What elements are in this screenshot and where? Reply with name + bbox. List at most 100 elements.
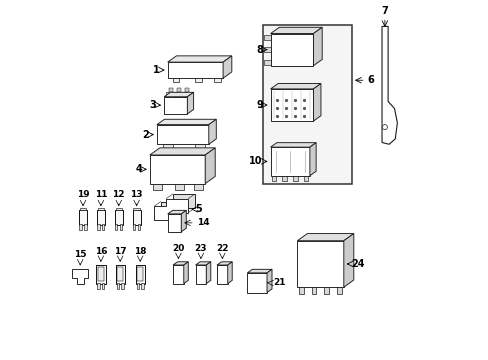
- Text: 2: 2: [142, 130, 149, 140]
- Text: 20: 20: [172, 244, 184, 253]
- Bar: [302, 244, 327, 282]
- Bar: [102, 224, 104, 230]
- Bar: [263, 24, 351, 184]
- Bar: [80, 208, 86, 210]
- Bar: [96, 265, 105, 284]
- Text: 6: 6: [366, 75, 373, 85]
- Bar: [330, 244, 345, 282]
- Bar: [79, 210, 87, 225]
- Bar: [336, 287, 341, 294]
- Bar: [121, 283, 123, 289]
- Bar: [250, 285, 255, 290]
- Bar: [311, 287, 316, 294]
- Text: 14: 14: [196, 219, 209, 228]
- Bar: [97, 283, 100, 289]
- Text: 10: 10: [248, 157, 262, 166]
- Polygon shape: [173, 265, 183, 284]
- Bar: [165, 92, 169, 97]
- Polygon shape: [187, 92, 193, 114]
- Bar: [303, 175, 308, 181]
- Polygon shape: [208, 119, 216, 144]
- Bar: [264, 35, 271, 40]
- Bar: [153, 157, 201, 180]
- Bar: [136, 283, 139, 289]
- Text: 16: 16: [95, 247, 107, 256]
- Polygon shape: [183, 262, 188, 284]
- Bar: [258, 285, 263, 290]
- Text: 19: 19: [77, 190, 89, 199]
- Bar: [163, 144, 173, 150]
- Bar: [74, 271, 86, 276]
- Bar: [116, 283, 119, 289]
- Polygon shape: [247, 269, 271, 273]
- Polygon shape: [297, 234, 353, 241]
- Text: 1: 1: [153, 65, 160, 75]
- Bar: [169, 161, 191, 180]
- Bar: [177, 87, 180, 92]
- Bar: [250, 278, 255, 283]
- Polygon shape: [167, 56, 231, 62]
- Bar: [214, 77, 220, 82]
- Polygon shape: [217, 262, 232, 265]
- Bar: [264, 48, 271, 52]
- Polygon shape: [161, 194, 194, 216]
- Polygon shape: [297, 241, 343, 287]
- Polygon shape: [266, 269, 271, 293]
- Bar: [120, 224, 122, 230]
- Text: 23: 23: [194, 244, 207, 253]
- Bar: [264, 60, 271, 64]
- Bar: [324, 287, 328, 294]
- Bar: [137, 267, 143, 282]
- Bar: [84, 224, 86, 230]
- Bar: [135, 265, 144, 284]
- Text: 12: 12: [112, 190, 125, 199]
- Polygon shape: [270, 89, 313, 121]
- Bar: [185, 87, 188, 92]
- Bar: [170, 127, 175, 141]
- Bar: [179, 127, 185, 141]
- Text: 9: 9: [256, 100, 263, 110]
- Bar: [97, 210, 104, 225]
- Polygon shape: [270, 147, 309, 176]
- Polygon shape: [173, 262, 188, 265]
- Bar: [194, 183, 203, 190]
- Polygon shape: [195, 265, 206, 284]
- Polygon shape: [206, 262, 210, 284]
- Bar: [173, 77, 179, 82]
- Text: 18: 18: [134, 247, 146, 256]
- Bar: [115, 208, 122, 210]
- Text: 24: 24: [350, 259, 364, 269]
- Text: 17: 17: [114, 247, 126, 256]
- Bar: [138, 224, 140, 230]
- Text: 5: 5: [195, 204, 202, 214]
- Text: 21: 21: [272, 278, 285, 287]
- Text: 15: 15: [74, 250, 86, 259]
- Bar: [182, 92, 185, 97]
- Polygon shape: [313, 27, 322, 66]
- Text: 3: 3: [149, 100, 156, 110]
- Polygon shape: [167, 62, 223, 78]
- Bar: [133, 208, 140, 210]
- Polygon shape: [164, 97, 187, 114]
- Bar: [169, 87, 172, 92]
- Polygon shape: [205, 148, 215, 184]
- Polygon shape: [227, 262, 232, 284]
- Bar: [80, 224, 81, 230]
- Bar: [195, 144, 205, 150]
- Polygon shape: [247, 273, 266, 293]
- Polygon shape: [72, 269, 88, 284]
- Text: 11: 11: [95, 190, 107, 199]
- Bar: [117, 267, 123, 282]
- Polygon shape: [217, 265, 227, 284]
- Polygon shape: [167, 210, 186, 214]
- Bar: [189, 127, 195, 141]
- Polygon shape: [157, 125, 208, 144]
- Text: 7: 7: [381, 6, 387, 16]
- Polygon shape: [270, 33, 313, 66]
- Bar: [153, 183, 162, 190]
- Bar: [98, 267, 104, 282]
- Bar: [115, 224, 117, 230]
- Bar: [115, 265, 124, 284]
- Polygon shape: [149, 155, 205, 184]
- Bar: [102, 283, 104, 289]
